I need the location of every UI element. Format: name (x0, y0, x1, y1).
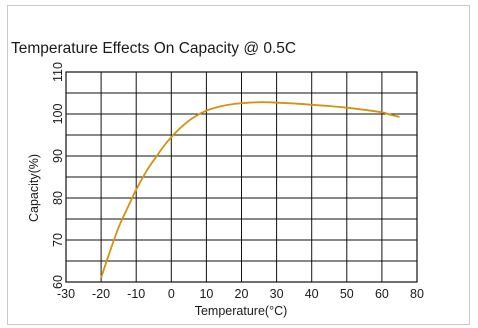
x-tick-label: 40 (305, 287, 319, 301)
y-tick-label: 110 (51, 62, 65, 82)
x-axis-label: Temperature(°C) (195, 304, 288, 318)
x-tick-label: 20 (235, 287, 249, 301)
x-tick-label: -10 (127, 287, 145, 301)
chart-title: Temperature Effects On Capacity @ 0.5C (11, 40, 297, 57)
y-tick-labels: 60 70 80 90 100 110 (51, 62, 65, 289)
x-tick-label: 10 (199, 287, 213, 301)
plot-border (65, 71, 418, 283)
y-axis-label: Capacity(%) (27, 154, 41, 222)
x-tick-label: 30 (270, 287, 284, 301)
x-tick-label: 50 (340, 287, 354, 301)
x-tick-labels: -30 -20 -10 0 10 20 30 40 50 60 80 (57, 287, 424, 301)
vertical-gridlines (100, 72, 383, 282)
x-tick-label: -20 (92, 287, 110, 301)
y-tick-label: 100 (51, 104, 65, 125)
y-tick-label: 60 (51, 275, 65, 289)
y-tick-label: 70 (51, 233, 65, 247)
x-tick-label: 0 (168, 287, 175, 301)
x-tick-label: -30 (57, 287, 75, 301)
y-tick-label: 80 (51, 191, 65, 205)
chart-frame (7, 5, 470, 325)
y-tick-label: 90 (51, 149, 65, 163)
x-tick-label: 80 (410, 287, 424, 301)
capacity-curve (100, 101, 400, 279)
x-tick-label: 60 (375, 287, 389, 301)
